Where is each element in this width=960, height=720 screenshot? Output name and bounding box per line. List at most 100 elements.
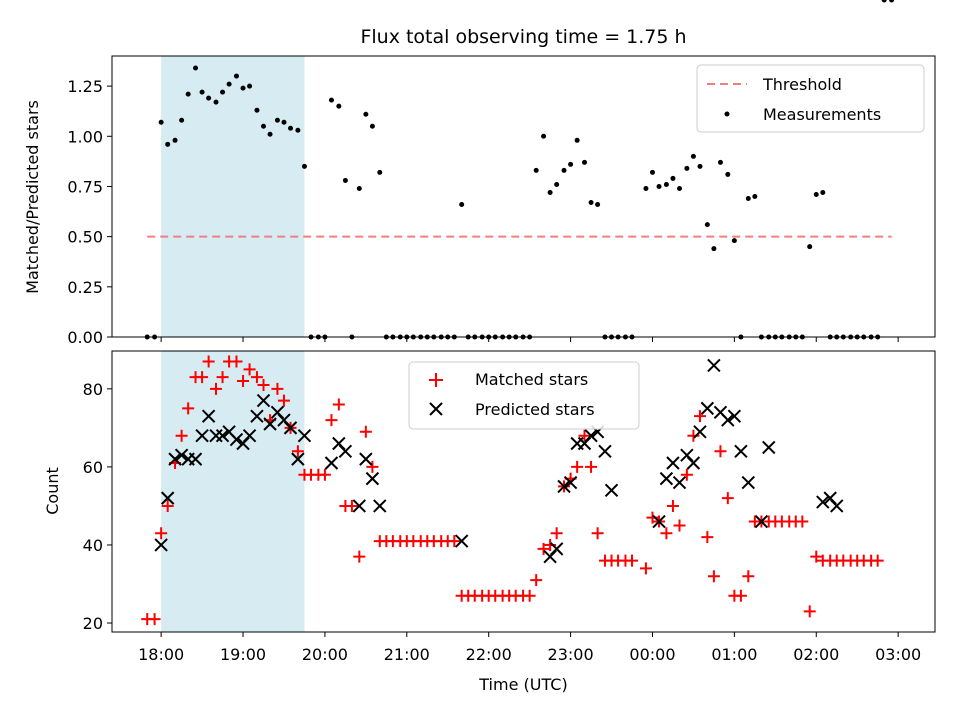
- measurement-point: [568, 161, 574, 167]
- y-tick-label: 80: [83, 380, 103, 399]
- measurement-point: [574, 137, 580, 143]
- matched-star-point: [578, 429, 591, 442]
- matched-star-point: [148, 613, 161, 626]
- measurement-point: [158, 119, 164, 125]
- measurement-point: [588, 200, 594, 206]
- predicted-star-point: [693, 425, 707, 439]
- measurement-point: [547, 189, 553, 195]
- x-tick-label: 00:00: [629, 645, 675, 664]
- predicted-star-point: [154, 538, 168, 552]
- predicted-star-point: [365, 471, 380, 486]
- x-tick-label: 20:00: [302, 645, 348, 664]
- measurement-point: [670, 175, 676, 181]
- measurement-point: [233, 73, 239, 79]
- legend-matched-swatch: [429, 373, 443, 387]
- measurement-point: [725, 171, 731, 177]
- bottom-x-axis-label: Time (UTC): [478, 675, 567, 694]
- predicted-star-point: [229, 432, 244, 447]
- matched-star-point: [550, 527, 563, 540]
- measurement-point: [697, 163, 703, 169]
- measurement-point: [533, 167, 539, 173]
- matched-star-point: [161, 499, 174, 512]
- y-tick-label: 0.25: [67, 278, 103, 297]
- measurement-points: [144, 0, 895, 340]
- x-tick-label: 23:00: [548, 645, 594, 664]
- predicted-star-point: [659, 471, 674, 486]
- predicted-star-point: [686, 456, 701, 470]
- measurement-point: [807, 244, 813, 250]
- measurement-point: [206, 95, 212, 101]
- bottom-plot-frame: [111, 350, 936, 633]
- predicted-star-point: [250, 409, 264, 423]
- matched-star-point: [359, 425, 372, 438]
- measurement-point: [179, 117, 185, 123]
- measurement-point: [595, 202, 601, 208]
- matched-star-point: [271, 382, 284, 395]
- predicted-star-point: [754, 514, 769, 529]
- x-tick-label: 18:00: [138, 645, 184, 664]
- top-highlight-span: [161, 56, 305, 337]
- matched-star-point: [175, 429, 188, 442]
- predicted-star-point: [297, 428, 312, 443]
- predicted-star-point: [215, 428, 230, 443]
- measurement-point: [295, 127, 301, 133]
- measurement-point: [240, 85, 246, 91]
- matched-star-point: [523, 589, 536, 602]
- y-tick-label: 20: [83, 614, 103, 633]
- y-tick-label: 0.00: [67, 328, 103, 347]
- measurement-point: [649, 169, 655, 175]
- x-tick-label: 01:00: [711, 645, 757, 664]
- matched-star-point: [243, 363, 256, 376]
- measurement-point: [193, 65, 199, 71]
- matched-star-point: [277, 394, 290, 407]
- measurement-point: [220, 89, 226, 95]
- matched-star-point: [366, 460, 379, 473]
- matched-star-point: [707, 570, 720, 583]
- bottom-x-axis-ticks: 18:00 19:00 20:00 21:00 22:00 23:00 00:00 01:00…: [138, 632, 921, 664]
- measurement-point: [554, 181, 560, 187]
- matched-star-point: [803, 605, 816, 618]
- measurement-point: [656, 183, 662, 189]
- measurement-point: [185, 91, 191, 97]
- predicted-star-point: [242, 428, 257, 443]
- measurement-point: [561, 167, 567, 173]
- y-tick-label: 40: [83, 536, 103, 555]
- matched-star-point: [571, 460, 584, 473]
- predicted-star-point: [283, 421, 298, 435]
- matched-star-point: [353, 550, 366, 563]
- measurement-point: [260, 123, 266, 129]
- matched-star-point: [673, 519, 686, 532]
- bottom-legend: Matched stars Predicted stars: [408, 361, 640, 430]
- legend-predicted-swatch: [429, 402, 443, 416]
- x-tick-label: 21:00: [384, 645, 430, 664]
- measurement-point: [820, 189, 826, 195]
- top-panel-title: Flux total observing time = 1.75 h: [360, 26, 686, 48]
- matched-star-point: [257, 378, 270, 391]
- bottom-panel: 20 40 60 80 18:00 19:00 20:00 21:00 22:00 23:00 0…: [43, 350, 936, 694]
- predicted-star-point: [672, 475, 687, 490]
- predicted-star-point: [666, 456, 680, 470]
- legend-predicted-label: Predicted stars: [475, 400, 595, 419]
- measurement-point: [582, 159, 588, 165]
- measurement-point: [745, 196, 751, 202]
- measurement-point: [677, 185, 683, 191]
- legend-measurements-swatch: [724, 111, 730, 117]
- measurement-point: [889, 0, 895, 3]
- predicted-star-point: [263, 417, 277, 431]
- predicted-star-point: [598, 444, 612, 459]
- legend-measurements-label: Measurements: [763, 105, 881, 124]
- matched-star-point: [237, 375, 250, 388]
- predicted-star-point: [359, 452, 373, 466]
- measurement-point: [813, 191, 819, 197]
- predicted-star-point: [174, 448, 189, 462]
- matched-star-point: [871, 554, 884, 567]
- measurement-point: [281, 119, 287, 125]
- matched-star-point: [585, 460, 598, 473]
- y-tick-label: 0.50: [67, 228, 103, 247]
- predicted-star-point: [700, 401, 715, 416]
- predicted-star-point: [188, 452, 203, 466]
- matched-star-point: [155, 527, 168, 540]
- measurement-point: [369, 123, 375, 129]
- predicted-star-point: [209, 428, 223, 443]
